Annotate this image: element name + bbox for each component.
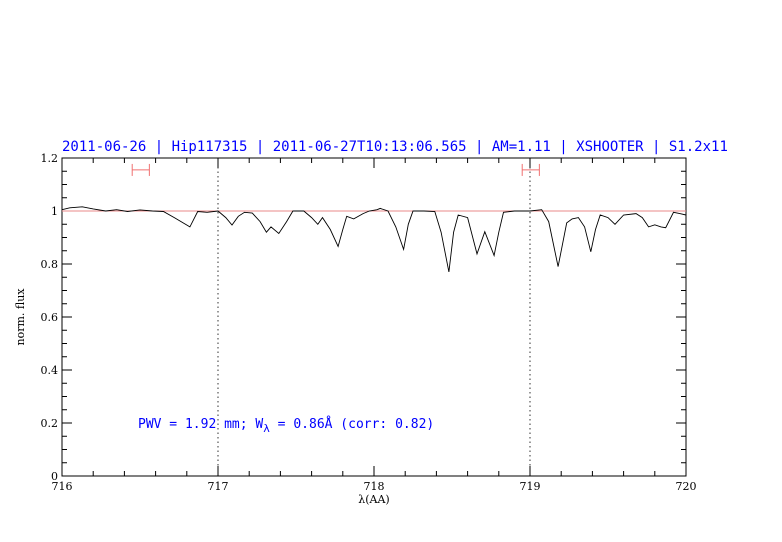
x-tick-label: 717 xyxy=(208,480,229,493)
annotation-subscript: λ xyxy=(263,422,270,435)
y-tick-label: 0.4 xyxy=(41,364,59,377)
x-tick-label: 719 xyxy=(520,480,541,493)
pwv-annotation: PWV = 1.92 mm; Wλ = 0.86Å (corr: 0.82) xyxy=(138,416,434,435)
annotation-prefix: PWV = 1.92 mm; W xyxy=(138,417,263,432)
spectrum-line xyxy=(61,206,687,272)
x-tick-label: 720 xyxy=(676,480,697,493)
x-axis-label: λ(AA) xyxy=(358,493,389,506)
y-tick-label: 1.2 xyxy=(41,152,59,165)
x-tick-labels: 716 717 718 719 720 xyxy=(52,480,697,493)
y-tick-label: 0 xyxy=(51,470,58,483)
y-tick-label: 0.2 xyxy=(41,417,59,430)
overlay-lines xyxy=(62,158,686,476)
y-tick-labels: 0 0.2 0.4 0.6 0.8 1 1.2 xyxy=(41,152,59,483)
chart-title: 2011-06-26 | Hip117315 | 2011-06-27T10:1… xyxy=(62,139,728,155)
y-tick-label: 0.8 xyxy=(41,258,59,271)
y-tick-label: 1 xyxy=(51,205,58,218)
y-axis-label: norm. flux xyxy=(14,288,27,346)
y-tick-label: 0.6 xyxy=(41,311,59,324)
annotation-suffix: = 0.86Å (corr: 0.82) xyxy=(270,416,434,432)
x-tick-label: 716 xyxy=(52,480,73,493)
x-tick-label: 718 xyxy=(364,480,385,493)
